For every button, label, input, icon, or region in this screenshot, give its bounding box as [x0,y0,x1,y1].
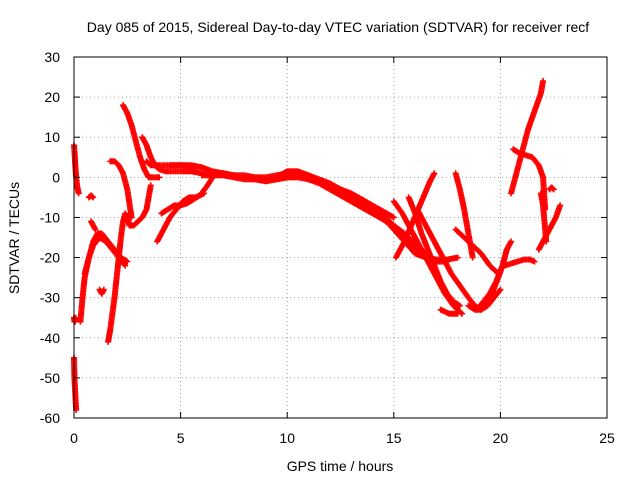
y-tick-label: 20 [44,89,60,105]
data-point [508,238,515,245]
data-point [431,170,438,177]
data-point [497,286,504,293]
data-point [75,190,82,197]
x-tick-label: 10 [279,430,295,446]
data-point [124,258,131,265]
data-point [454,310,461,317]
data-point [89,193,96,200]
y-tick-label: 0 [52,169,60,185]
x-tick-label: 20 [493,430,509,446]
y-axis-label: SDTVAR / TECUs [6,182,22,294]
data-point [557,202,564,209]
data-point [90,194,97,201]
y-tick-label: 10 [44,129,60,145]
x-tick-label: 15 [386,430,402,446]
data-point [540,78,547,85]
y-tick-label: -10 [40,209,60,225]
data-point [122,262,129,269]
data-points [71,78,564,413]
data-point [390,214,397,221]
y-tick-label: 30 [44,49,60,65]
data-point [456,302,463,309]
data-point [531,258,538,265]
plot-frame [73,56,608,419]
y-tick-label: -30 [40,290,60,306]
x-tick-label: 25 [599,430,615,446]
data-point [100,286,107,293]
data-point [92,226,99,233]
y-tick-labels: -60 -50 -40 -30 -20 -10 0 10 20 30 [40,49,60,426]
chart-title: Day 085 of 2015, Sidereal Day-to-day VTE… [87,19,589,35]
data-point [147,182,154,189]
x-tick-label: 0 [70,430,78,446]
y-tick-label: -20 [40,250,60,266]
axis-ticks [73,56,608,419]
y-tick-label: -60 [40,410,60,426]
x-tick-label: 5 [177,430,185,446]
grid-lines [74,57,607,418]
data-point [469,254,476,261]
y-tick-label: -50 [40,370,60,386]
data-point [550,186,557,193]
data-point [454,254,461,261]
data-point [156,174,163,181]
x-tick-labels: 0 5 10 15 20 25 [70,430,615,446]
x-axis-label: GPS time / hours [287,458,394,474]
data-point [128,214,135,221]
y-tick-label: -40 [40,330,60,346]
data-point [549,185,556,192]
